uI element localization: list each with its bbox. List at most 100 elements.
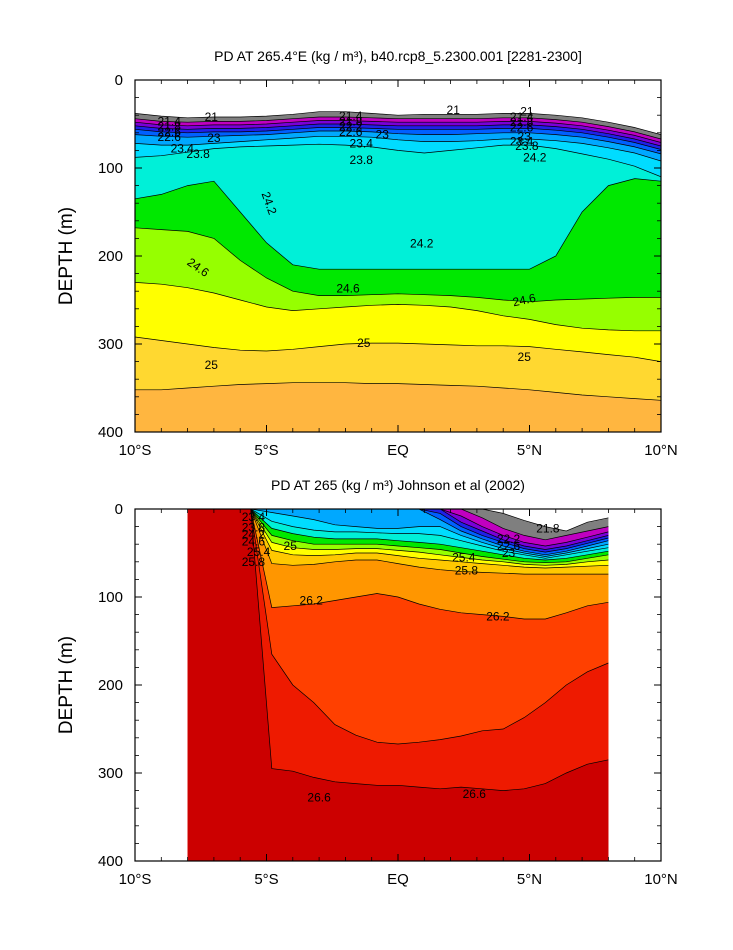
chart-bottom-contour-lines — [187, 509, 609, 791]
y-tick-label: 200 — [98, 677, 123, 694]
y-tick-label: 300 — [98, 336, 123, 353]
contour-line-23-8 — [187, 509, 609, 559]
y-tick-label: 100 — [98, 589, 123, 606]
contour-label: 25 — [205, 358, 219, 372]
contour-label: 23 — [518, 129, 532, 143]
chart-top-title: PD AT 265.4°E (kg / m³), b40.rcp8_5.2300… — [214, 48, 582, 64]
contour-label: 23.8 — [242, 521, 266, 535]
contour-line-23-4 — [135, 135, 661, 162]
chart-top-ylabel: DEPTH (m) — [56, 207, 77, 305]
x-tick-label: 5°N — [517, 442, 542, 459]
contour-label: 21.4 — [510, 110, 534, 124]
contour-label: 26.2 — [486, 609, 510, 623]
y-tick-label: 400 — [98, 424, 123, 441]
contour-label: 26.6 — [307, 791, 331, 805]
contour-label: 25 — [518, 350, 532, 364]
contour-label: 24.2 — [410, 237, 434, 251]
contour-line-22-2 — [135, 123, 661, 147]
chart-bottom-ylabel: DEPTH (m) — [56, 636, 77, 734]
x-tick-label: EQ — [387, 442, 409, 459]
chart-bottom-fills — [187, 509, 609, 861]
x-tick-label: 5°N — [517, 871, 542, 888]
contour-label: 25.8 — [242, 555, 266, 569]
contour-line-25 — [187, 509, 609, 566]
chart-bottom: PD AT 265 (kg / m³) Johnson et al (2002)… — [56, 477, 678, 888]
contour-line-21-8 — [187, 509, 609, 547]
contour-line-22-2 — [187, 509, 609, 550]
contour-label: 23.8 — [350, 153, 374, 167]
x-tick-label: 10°S — [119, 442, 152, 459]
x-tick-label: EQ — [387, 871, 409, 888]
contour-line-26-4 — [187, 509, 609, 745]
contour-label: 22.6 — [158, 125, 182, 139]
contour-label: 23.4 — [510, 135, 534, 149]
chart-bottom-title: PD AT 265 (kg / m³) Johnson et al (2002) — [271, 477, 525, 493]
contour-label: 26.6 — [463, 787, 487, 801]
contour-line-26-6 — [187, 509, 609, 791]
contour-label: 23.4 — [242, 510, 266, 524]
y-tick-label: 200 — [98, 248, 123, 265]
contour-label: 21.8 — [158, 120, 182, 134]
x-tick-label: 10°N — [644, 442, 678, 459]
contour-label: 22.2 — [497, 532, 521, 546]
contour-label: 21.8 — [339, 114, 363, 128]
contour-line-22-6 — [187, 509, 609, 553]
x-tick-label: 5°S — [254, 442, 278, 459]
contour-label: 24.6 — [242, 535, 266, 549]
contour-label: 25.8 — [455, 564, 479, 578]
contour-line-23-4 — [187, 509, 609, 557]
y-tick-label: 0 — [115, 501, 123, 518]
y-tick-label: 300 — [98, 765, 123, 782]
contour-label: 25 — [284, 539, 298, 553]
contour-label: 25.4 — [247, 545, 271, 559]
contour-label: 21 — [205, 110, 219, 124]
contour-label: 24.6 — [336, 282, 360, 296]
contour-line-25-4 — [187, 509, 609, 569]
x-tick-label: 10°S — [119, 871, 152, 888]
contour-line-24-6 — [187, 509, 609, 564]
contour-label: 25.4 — [452, 550, 476, 564]
contour-line-25-2 — [135, 382, 661, 401]
contour-label: 23.8 — [515, 139, 539, 153]
contour-line-21-8 — [135, 120, 661, 143]
contour-label: 23 — [502, 546, 516, 560]
contour-label: 22.6 — [497, 539, 521, 553]
x-tick-label: 10°N — [644, 871, 678, 888]
contour-band-25-2 — [135, 382, 661, 432]
contour-label: 23.8 — [186, 147, 210, 161]
contour-label: 24.2 — [242, 528, 266, 542]
contour-label: 23 — [207, 131, 221, 145]
chart-top-contour-lines — [135, 111, 661, 401]
contour-line-25 — [135, 336, 661, 362]
contour-label: 21 — [447, 103, 461, 117]
contour-label: 24.6 — [511, 291, 537, 310]
contour-label: 26.2 — [300, 594, 324, 608]
contour-line-21 — [135, 111, 661, 135]
contour-line-26-2 — [187, 509, 609, 620]
contour-label: 21 — [520, 105, 534, 119]
contour-label: 24.2 — [523, 150, 547, 164]
contour-line-22-6 — [135, 127, 661, 150]
contour-line-21-4 — [187, 509, 609, 541]
contour-label: 22.6 — [158, 130, 182, 144]
contour-line-23 — [187, 509, 609, 556]
contour-line-24-6 — [135, 227, 661, 303]
contour-label: 21.4 — [339, 109, 363, 123]
chart-bottom-axes: 10°S 5°S EQ 5°N 10°N 0 100 200 300 400 — [98, 501, 678, 888]
contour-label: 21.4 — [158, 114, 182, 128]
contour-label: 23.4 — [350, 136, 374, 150]
chart-top-axes: 10°S 5°S EQ 5°N 10°N 0 100 200 300 400 — [98, 72, 678, 459]
contour-line-23 — [135, 130, 661, 155]
x-tick-label: 5°S — [254, 871, 278, 888]
contour-label: 22.6 — [510, 121, 534, 135]
contour-band-26-6 — [187, 509, 609, 861]
contour-label: 23 — [376, 128, 390, 142]
contour-label: 23.4 — [171, 142, 195, 156]
contour-label: 22.2 — [339, 120, 363, 134]
